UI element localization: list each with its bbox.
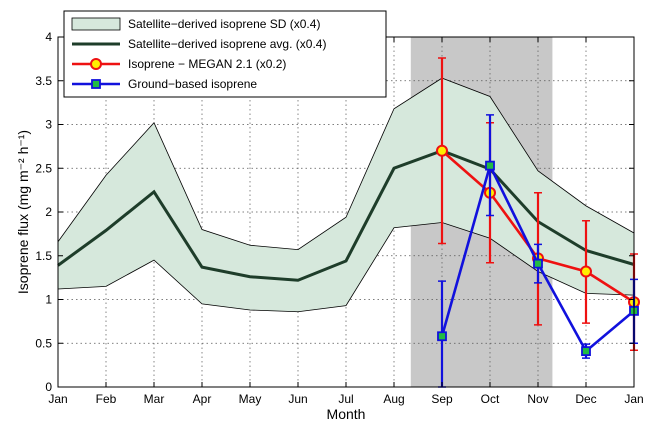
y-tick-label: 1.5 bbox=[35, 249, 52, 263]
x-tick-label: Jan bbox=[48, 392, 67, 406]
x-tick-label: Apr bbox=[193, 392, 212, 406]
megan-point bbox=[436, 144, 448, 157]
series-lines bbox=[57, 57, 640, 388]
x-tick-label: May bbox=[239, 392, 262, 406]
x-tick-label: Jun bbox=[288, 392, 307, 406]
y-axis-label: Isoprene flux (mg m⁻² h⁻¹) bbox=[15, 130, 31, 294]
y-tick-label: 3.5 bbox=[35, 74, 52, 88]
x-tick-label: Jan bbox=[624, 392, 643, 406]
legend: Satellite−derived isoprene SD (x0.4) Sate… bbox=[63, 10, 387, 98]
y-tick-label: 2.5 bbox=[35, 161, 52, 175]
x-tick-label: Jul bbox=[338, 392, 353, 406]
legend-label: Ground−based isoprene bbox=[128, 77, 257, 91]
legend-label: Satellite−derived isoprene SD (x0.4) bbox=[128, 17, 320, 31]
y-tick-label: 1 bbox=[45, 293, 52, 307]
x-tick-label: Dec bbox=[575, 392, 596, 406]
x-tick-label: Oct bbox=[481, 392, 500, 406]
ground-point bbox=[533, 258, 543, 269]
x-tick-label: Sep bbox=[431, 392, 453, 406]
x-tick-label: Nov bbox=[527, 392, 548, 406]
x-tick-label: Aug bbox=[383, 392, 404, 406]
megan-point bbox=[580, 265, 592, 278]
x-axis-label: Month bbox=[327, 406, 366, 422]
ground-point bbox=[437, 331, 447, 342]
legend-swatch-sd bbox=[71, 17, 121, 31]
ground-point bbox=[581, 346, 591, 357]
legend-label: Isoprene − MEGAN 2.1 (x0.2) bbox=[128, 57, 286, 71]
sd-band-upper-edge bbox=[57, 77, 635, 251]
x-tick-label: Feb bbox=[96, 392, 117, 406]
y-tick-label: 0 bbox=[45, 380, 52, 394]
y-tick-label: 4 bbox=[45, 30, 52, 44]
y-tick-label: 0.5 bbox=[35, 336, 52, 350]
legend-marker-square bbox=[91, 79, 101, 89]
y-tick-label: 3 bbox=[45, 118, 52, 132]
tick-labels: 0 0.5 1 1.5 2 2.5 3 3.5 4 Jan Feb Mar Apr May Jun Jul Au… bbox=[35, 30, 643, 406]
legend-marker-circle bbox=[90, 58, 102, 70]
ground-point bbox=[485, 160, 495, 171]
y-tick-label: 2 bbox=[45, 205, 52, 219]
x-tick-label: Mar bbox=[144, 392, 165, 406]
legend-label: Satellite−derived isoprene avg. (x0.4) bbox=[128, 37, 326, 51]
